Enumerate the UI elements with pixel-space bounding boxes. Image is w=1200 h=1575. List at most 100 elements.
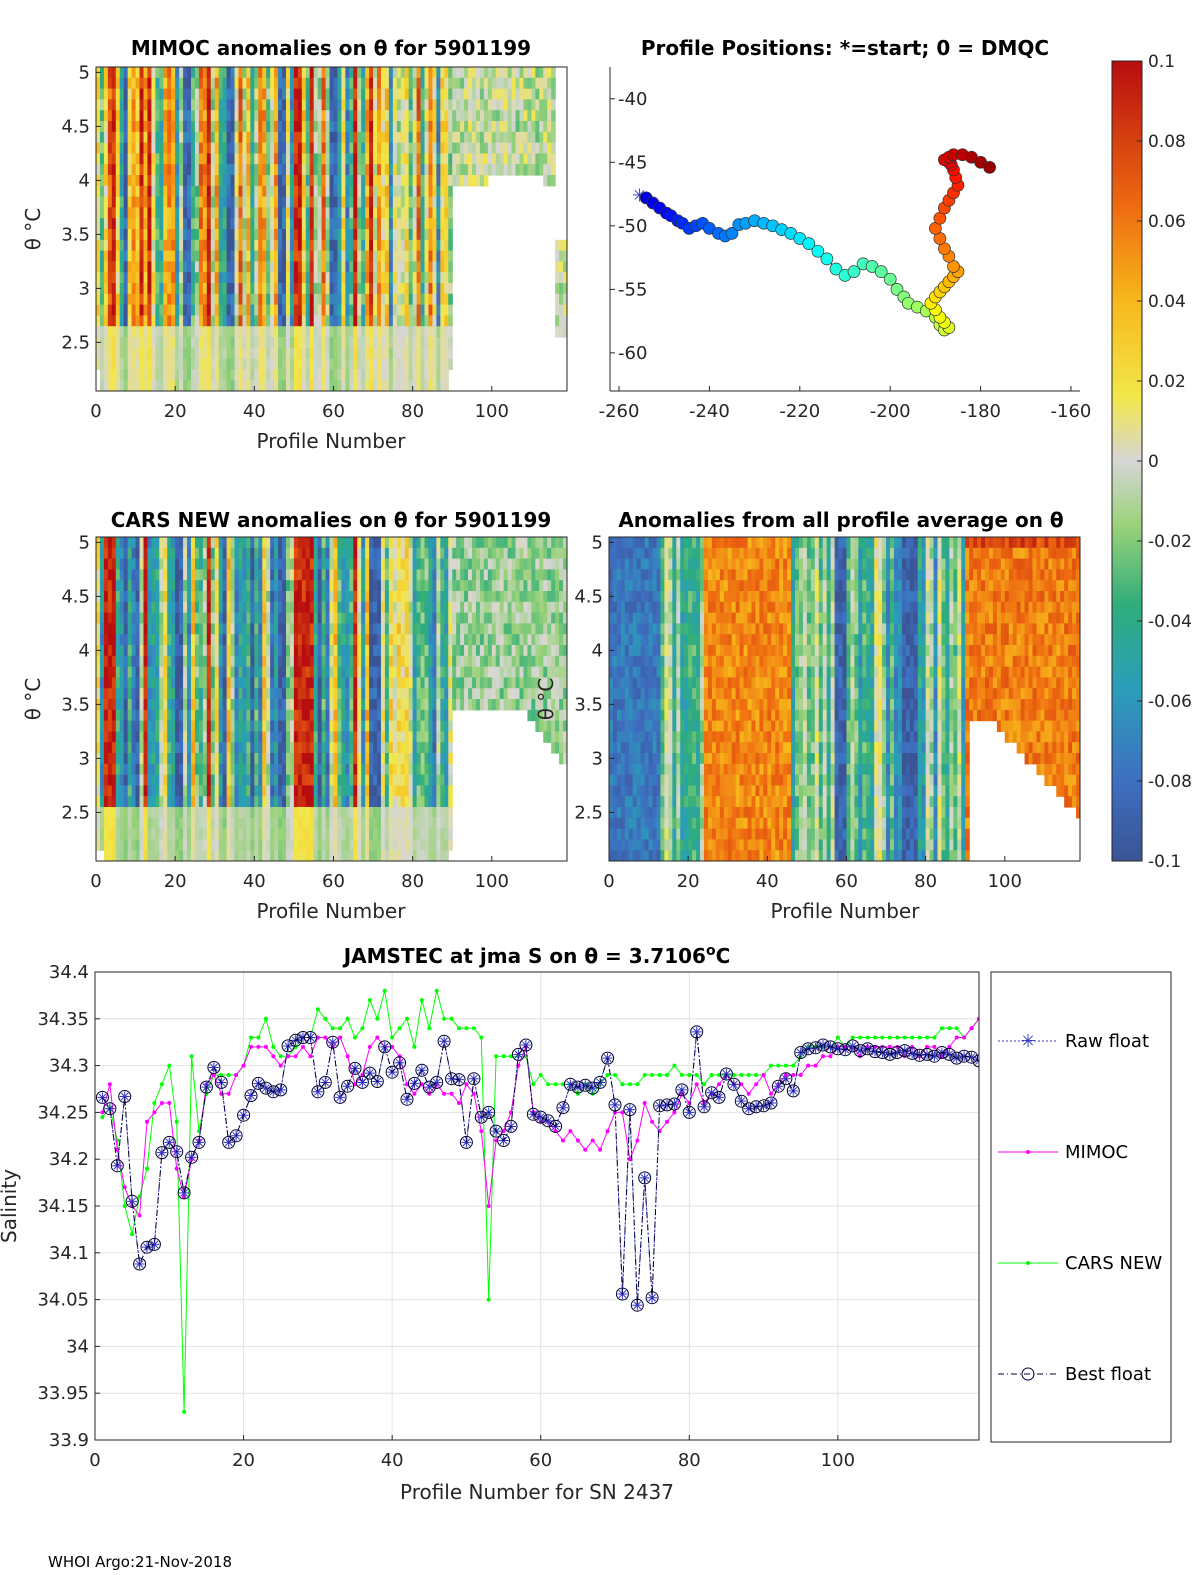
heat-cell xyxy=(380,239,386,252)
heat-cell xyxy=(321,142,327,154)
heat-cell xyxy=(163,185,168,198)
heat-cell xyxy=(297,218,303,230)
heat-cell xyxy=(202,817,208,830)
heat-cell xyxy=(305,828,311,840)
heat-cell xyxy=(119,196,125,208)
heat-cell xyxy=(190,304,196,316)
heat-cell xyxy=(456,142,461,154)
heat-cell xyxy=(384,358,390,370)
heat-cell xyxy=(392,315,398,327)
heat-cell xyxy=(325,785,331,797)
heat-cell xyxy=(167,720,172,732)
heat-cell xyxy=(115,77,121,90)
heat-cell xyxy=(289,315,295,327)
heat-cell xyxy=(218,720,224,732)
heat-cell xyxy=(333,347,339,360)
heat-cell xyxy=(222,828,228,840)
heat-cell xyxy=(238,731,244,743)
heat-cell xyxy=(317,666,323,678)
heat-cell xyxy=(179,807,184,819)
heat-cell xyxy=(234,558,240,570)
heat-cell xyxy=(440,131,445,144)
heat-cell xyxy=(135,709,141,722)
heat-cell xyxy=(147,315,153,327)
heat-cell xyxy=(135,850,141,861)
heat-cell xyxy=(384,77,390,90)
heat-cell xyxy=(99,688,105,700)
heat-cell xyxy=(107,77,113,90)
heat-cell xyxy=(250,283,255,295)
heat-cell xyxy=(107,185,113,198)
heat-cell xyxy=(242,326,248,338)
heat-cell xyxy=(175,304,180,316)
heat-cell xyxy=(258,142,263,154)
heat-cell xyxy=(392,347,398,360)
heat-cell xyxy=(404,121,410,133)
heat-cell xyxy=(198,699,204,711)
heat-cell xyxy=(230,88,236,100)
heat-cell xyxy=(246,601,251,614)
heat-cell xyxy=(313,612,319,624)
heat-cell xyxy=(254,347,259,360)
heat-cell xyxy=(111,774,117,786)
heat-cell xyxy=(293,828,299,840)
heat-cell xyxy=(345,326,350,338)
heat-cell xyxy=(123,580,129,592)
heat-cell xyxy=(206,358,212,370)
heat-cell xyxy=(127,88,133,100)
heat-cell xyxy=(321,196,327,208)
heat-cell xyxy=(143,828,149,840)
heat-cell xyxy=(127,250,133,262)
heat-cell xyxy=(313,634,319,646)
heat-cell xyxy=(131,304,137,316)
heat-cell xyxy=(472,164,477,176)
heat-cell xyxy=(167,774,172,786)
heat-cell xyxy=(337,164,342,176)
heat-cell xyxy=(111,601,117,614)
heat-cell xyxy=(151,131,156,144)
heat-cell xyxy=(408,142,414,154)
heat-cell xyxy=(222,250,228,262)
heat-cell xyxy=(234,796,240,808)
heat-cell xyxy=(384,175,390,187)
heat-cell xyxy=(190,774,196,786)
heat-cell xyxy=(202,774,208,786)
heat-cell xyxy=(250,828,255,840)
heat-cell xyxy=(135,612,141,624)
heat-cell xyxy=(547,164,552,176)
heat-cell xyxy=(187,655,192,668)
heat-cell xyxy=(171,347,176,360)
heat-cell xyxy=(531,153,536,165)
heat-cell xyxy=(432,110,437,122)
heat-cell xyxy=(266,67,271,79)
heat-cell xyxy=(301,763,307,776)
heat-cell xyxy=(274,774,279,786)
heat-cell xyxy=(135,369,141,381)
heat-cell xyxy=(127,207,133,219)
heat-cell xyxy=(270,337,275,349)
heat-cell xyxy=(313,785,319,797)
heat-cell xyxy=(238,634,244,646)
heat-cell xyxy=(325,569,331,581)
heat-cell xyxy=(238,239,244,252)
heat-cell xyxy=(475,121,481,133)
heat-cell xyxy=(131,763,137,776)
heat-cell xyxy=(131,796,137,808)
heat-cell xyxy=(262,688,267,700)
heat-cell xyxy=(167,817,172,830)
heat-cell xyxy=(127,175,133,187)
heat-cell xyxy=(96,99,101,111)
heat-cell xyxy=(495,77,501,90)
heat-cell xyxy=(171,623,176,635)
heat-cell xyxy=(151,817,156,830)
heat-cell xyxy=(115,807,121,819)
heat-cell xyxy=(183,569,188,581)
heat-cell xyxy=(282,828,287,840)
heat-cell xyxy=(230,645,236,657)
heat-cell xyxy=(278,828,283,840)
heat-cell xyxy=(127,77,133,90)
heat-cell xyxy=(420,207,426,219)
heat-cell xyxy=(444,207,449,219)
heat-cell xyxy=(250,272,255,284)
heat-cell xyxy=(143,67,149,79)
